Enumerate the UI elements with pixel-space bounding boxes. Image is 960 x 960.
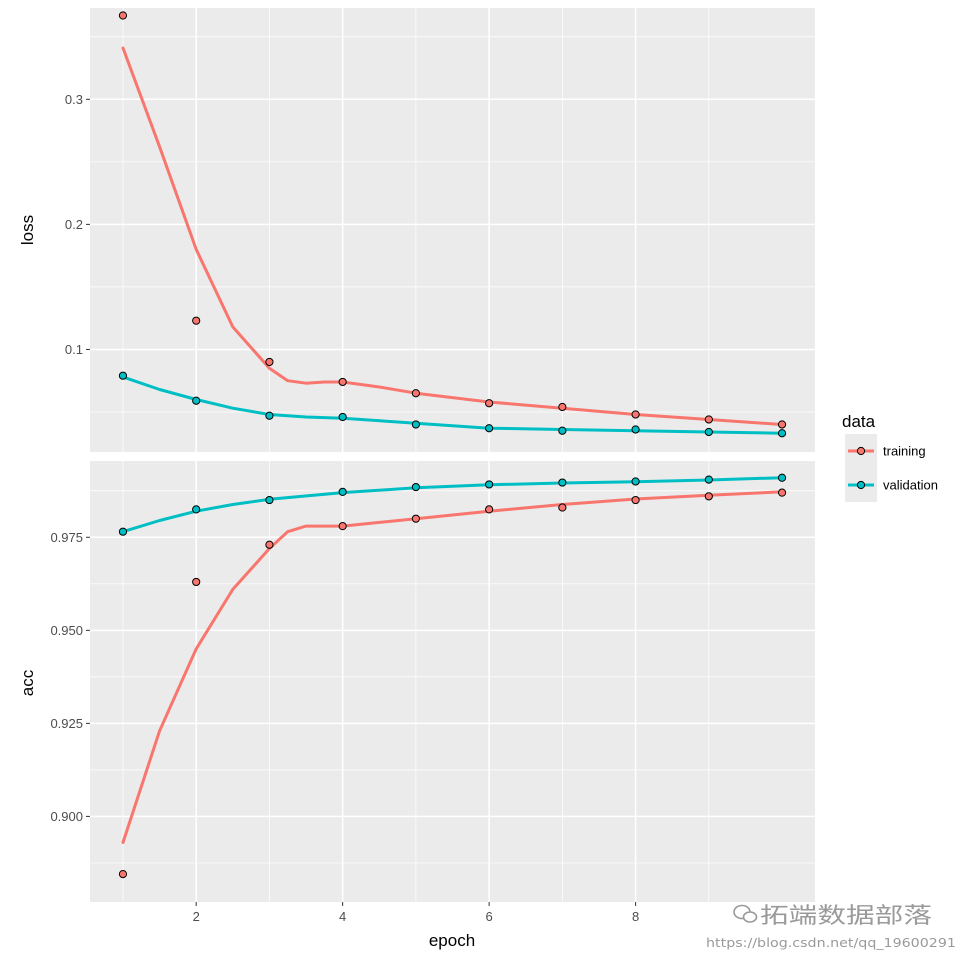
y-tick-label: 0.950 — [50, 623, 83, 638]
legend-label: validation — [883, 478, 938, 493]
data-point-validation — [631, 477, 640, 486]
watermark: 拓端数据部落 https://blog.csdn.net/qq_19600291 — [706, 904, 956, 950]
data-point-training — [118, 869, 128, 879]
data-point-validation — [192, 396, 201, 405]
data-point-validation — [704, 475, 713, 484]
data-point-validation — [558, 478, 567, 487]
y-tick-label: 0.925 — [50, 716, 83, 731]
legend-item-validation: validation — [845, 468, 938, 502]
data-point-training — [485, 399, 494, 408]
data-point-training — [338, 377, 347, 387]
data-point-training — [485, 505, 494, 514]
series-line-training — [121, 46, 784, 426]
loss-panel-background — [90, 8, 815, 452]
x-axis-title: epoch — [429, 931, 475, 950]
data-point-validation — [704, 427, 713, 437]
legend-key-point — [856, 446, 866, 456]
data-point-training — [777, 488, 787, 497]
y-tick-label: 0.1 — [65, 342, 83, 357]
data-point-training — [192, 577, 201, 587]
legend: data training validation — [842, 412, 938, 502]
loss-panel: 0.1 0.2 0.3 — [65, 8, 815, 452]
data-point-validation — [265, 495, 274, 505]
y-axis-title-loss: loss — [18, 215, 37, 245]
x-axis: 2 4 6 8 — [193, 902, 639, 924]
data-point-validation — [485, 480, 494, 489]
data-point-validation — [631, 425, 640, 434]
data-point-training — [192, 316, 201, 325]
data-point-training — [411, 514, 420, 523]
series-line-training — [121, 490, 784, 844]
data-point-validation — [411, 482, 420, 492]
data-point-validation — [338, 487, 347, 496]
watermark-brand: 拓端数据部落 — [760, 904, 932, 929]
data-point-training — [558, 503, 567, 512]
data-point-validation — [192, 505, 201, 514]
legend-key-point — [856, 480, 866, 490]
y-tick-label: 0.3 — [65, 92, 83, 107]
data-point-validation — [777, 429, 787, 438]
data-point-training — [631, 495, 640, 505]
x-tick-label: 8 — [632, 909, 639, 924]
acc-panel-background — [90, 461, 815, 902]
data-point-training — [558, 402, 567, 412]
data-point-training — [118, 11, 128, 20]
y-tick-label: 0.900 — [50, 809, 83, 824]
y-axis-title-acc: acc — [18, 669, 37, 696]
data-point-training — [777, 420, 787, 429]
x-tick-label: 4 — [339, 909, 346, 924]
data-point-training — [338, 522, 347, 531]
data-point-validation — [265, 411, 274, 420]
wechat-icon — [733, 904, 758, 923]
data-point-training — [704, 492, 713, 501]
y-tick-label: 0.975 — [50, 530, 83, 545]
data-point-validation — [118, 527, 128, 536]
legend-label: training — [883, 444, 926, 459]
data-point-validation — [558, 426, 567, 435]
data-point-training — [411, 389, 420, 398]
watermark-url: https://blog.csdn.net/qq_19600291 — [706, 936, 956, 950]
data-point-training — [631, 410, 640, 419]
y-tick-label: 0.2 — [65, 217, 83, 232]
data-point-training — [265, 540, 274, 549]
series-line-validation — [121, 476, 784, 534]
data-point-training — [265, 357, 274, 367]
legend-title: data — [842, 412, 876, 431]
data-point-validation — [411, 420, 420, 429]
legend-item-training: training — [845, 434, 926, 468]
x-tick-label: 6 — [485, 909, 492, 924]
data-point-training — [704, 415, 713, 424]
data-point-validation — [338, 412, 347, 422]
x-tick-label: 2 — [193, 909, 200, 924]
data-point-validation — [118, 371, 128, 380]
data-point-validation — [485, 424, 494, 433]
acc-panel: 0.900 0.925 0.950 0.975 — [50, 461, 815, 902]
data-point-validation — [777, 473, 787, 482]
